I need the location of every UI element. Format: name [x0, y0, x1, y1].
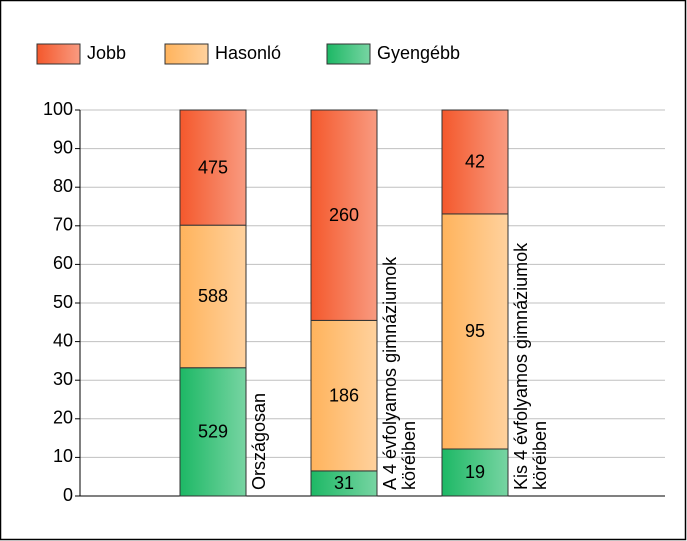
x-tick-label: Országosan	[249, 392, 269, 490]
bar-segment	[441, 213, 509, 450]
bar-segment	[179, 224, 247, 369]
y-tick-label: 40	[53, 330, 73, 350]
data-label: 186	[329, 385, 359, 405]
y-tick-label: 10	[53, 446, 73, 466]
legend-label: Gyengébb	[377, 43, 460, 63]
data-label: 31	[334, 473, 354, 493]
data-label: 260	[329, 205, 359, 225]
bar-segment	[441, 109, 509, 215]
x-tick-label: A 4 évfolyamos gimnáziumok köréiben	[380, 256, 419, 490]
y-tick-label: 20	[53, 408, 73, 428]
y-tick-label: 0	[63, 485, 73, 505]
data-label: 475	[198, 157, 228, 177]
bar-segment	[310, 319, 378, 472]
bar-segment	[310, 470, 378, 497]
y-tick-label: 50	[53, 292, 73, 312]
x-tick-label: Kis 4 évfolyamos gimnáziumok köréiben	[511, 242, 550, 490]
y-tick-label: 60	[53, 253, 73, 273]
bar-segment	[179, 367, 247, 497]
data-label: 588	[198, 286, 228, 306]
y-tick-label: 30	[53, 369, 73, 389]
y-tick-label: 70	[53, 215, 73, 235]
bar-segment	[179, 109, 247, 226]
bar-segment	[310, 109, 378, 321]
legend-swatch	[36, 43, 81, 65]
legend-label: Hasonló	[215, 43, 281, 63]
data-label: 529	[198, 422, 228, 442]
y-tick-label: 100	[43, 99, 73, 119]
data-label: 95	[465, 321, 485, 341]
y-tick-label: 90	[53, 137, 73, 157]
legend-swatch	[326, 43, 371, 65]
y-tick-label: 80	[53, 176, 73, 196]
data-label: 19	[465, 462, 485, 482]
legend-label: Jobb	[87, 43, 126, 63]
legend-swatch	[164, 43, 209, 65]
data-label: 42	[465, 152, 485, 172]
